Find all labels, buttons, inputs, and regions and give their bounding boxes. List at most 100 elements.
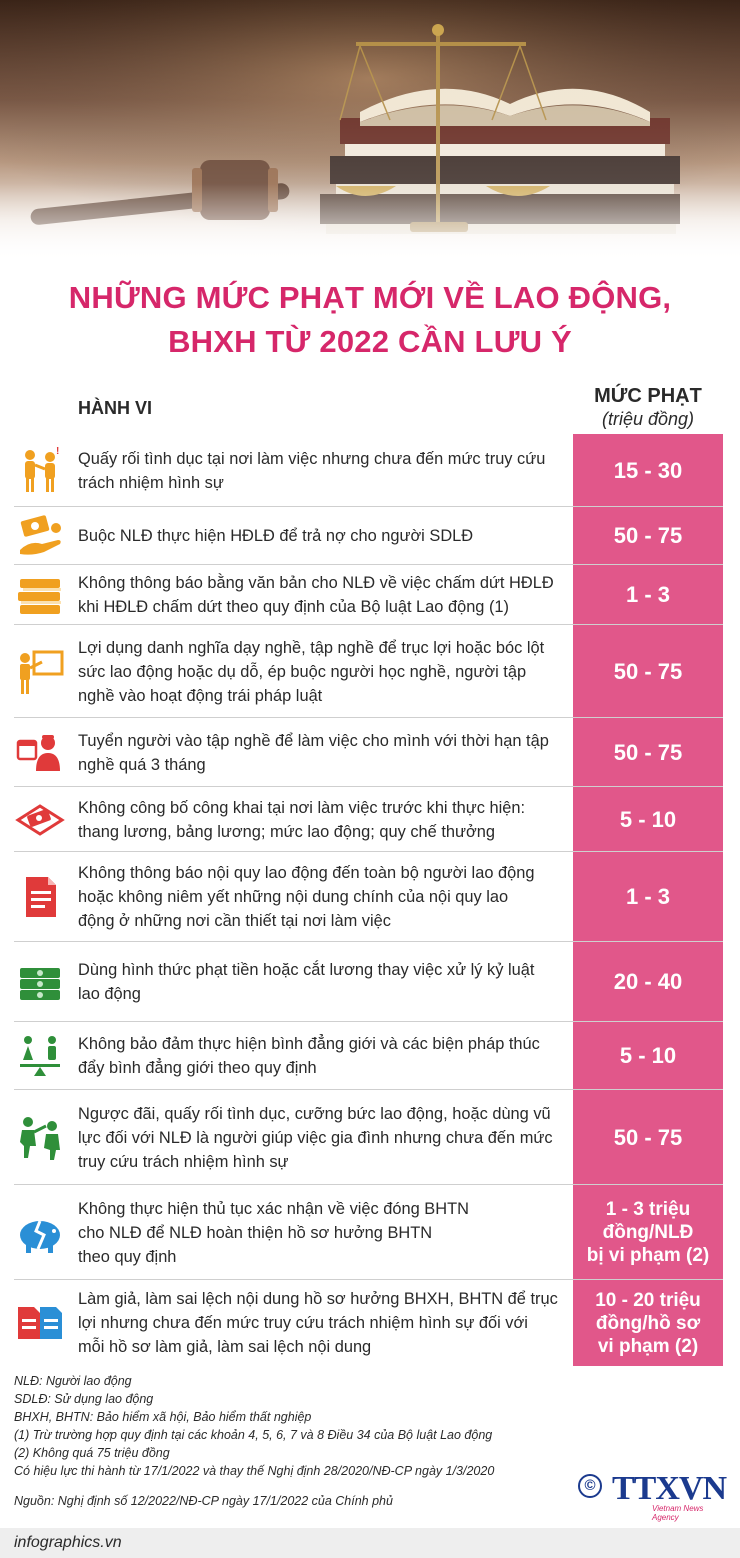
penalty-value-line: 20 - 40 bbox=[613, 969, 683, 994]
penalty-value: 5 - 10 bbox=[573, 807, 723, 833]
money-hand-icon bbox=[14, 510, 66, 562]
penalty-value-line: đồng/hồ sơ bbox=[595, 1313, 701, 1334]
penalty-value: 50 - 75 bbox=[573, 659, 723, 685]
site-link[interactable]: infographics.vn bbox=[14, 1534, 122, 1551]
logo-subtitle: Vietnam News Agency bbox=[652, 1504, 704, 1522]
copyright-icon: © bbox=[578, 1474, 602, 1498]
gender-balance-icon bbox=[14, 1030, 66, 1082]
money-envelope-icon bbox=[14, 794, 66, 846]
footnote: BHXH, BHTN: Bảo hiểm xã hội, Bảo hiểm th… bbox=[14, 1410, 312, 1424]
behavior-text-line: nghề quá 3 tháng bbox=[78, 756, 206, 774]
books-icon bbox=[14, 569, 66, 621]
calendar-worker-icon bbox=[14, 727, 66, 779]
footnote: SDLĐ: Sử dụng lao động bbox=[14, 1392, 154, 1406]
behavior-text-line: sức lao động hoặc dụ dỗ, ép buộc người h… bbox=[78, 663, 527, 681]
behavior-text-line: theo quy định bbox=[78, 1248, 177, 1266]
behavior-text-line: Không công bố công khai tại nơi làm việc… bbox=[78, 799, 526, 817]
penalty-value-line: 10 - 20 triệu bbox=[595, 1290, 701, 1311]
behavior-text-line: cho NLĐ để NLĐ hoàn thiện hồ sơ hưởng BH… bbox=[78, 1224, 433, 1242]
page-title: NHỮNG MỨC PHẠT MỚI VỀ LAO ĐỘNG, BHXH TỪ … bbox=[0, 276, 740, 364]
penalty-value-line: 5 - 10 bbox=[619, 1043, 677, 1068]
behavior-text: Không thực hiện thủ tục xác nhận về việc… bbox=[78, 1197, 562, 1269]
title-line-1: NHỮNG MỨC PHẠT MỚI VỀ LAO ĐỘNG, bbox=[68, 280, 672, 315]
row-divider bbox=[14, 624, 723, 625]
svg-text:!: ! bbox=[56, 446, 59, 457]
penalty-value-line: 15 - 30 bbox=[613, 458, 683, 483]
row-divider bbox=[14, 851, 723, 852]
penalty-value-line: 50 - 75 bbox=[613, 740, 683, 765]
behavior-text-line: Không thông báo nội quy lao động đến toà… bbox=[78, 864, 535, 882]
behavior-text-line: Dùng hình thức phạt tiền hoặc cắt lương … bbox=[78, 961, 535, 979]
table-row: Không thông báo bằng văn bản cho NLĐ về … bbox=[0, 565, 740, 625]
behavior-text-line: Tuyển người vào tập nghề để làm việc cho… bbox=[78, 732, 549, 750]
documents-icon bbox=[14, 1297, 66, 1349]
behavior-column-header: HÀNH VI bbox=[78, 398, 153, 418]
behavior-text-line: khi HĐLĐ chấm dứt theo quy định của Bộ l… bbox=[78, 598, 510, 616]
footnote: (1) Trừ trường hợp quy định tại các khoả… bbox=[14, 1428, 493, 1442]
behavior-text-line: lực đối với NLĐ là người giúp việc gia đ… bbox=[78, 1129, 553, 1147]
footnote: (2) Không quá 75 triệu đồng bbox=[14, 1446, 170, 1460]
behavior-text: Không bảo đảm thực hiện bình đẳng giới v… bbox=[78, 1032, 562, 1080]
penalty-value: 5 - 10 bbox=[573, 1043, 723, 1069]
behavior-text-line: Quấy rối tình dục tại nơi làm việc nhưng… bbox=[78, 450, 546, 468]
behavior-text-line: động ở những nơi cần thiết tại nơi làm v… bbox=[78, 912, 391, 930]
source-note: Nguồn: Nghị định số 12/2022/NĐ-CP ngày 1… bbox=[14, 1494, 393, 1508]
table-row: Làm giả, làm sai lệch nội dung hồ sơ hưở… bbox=[0, 1280, 740, 1366]
behavior-text-line: hoặc không niêm yết những nội dung chính… bbox=[78, 888, 509, 906]
penalty-value: 50 - 75 bbox=[573, 523, 723, 549]
title-line-2: BHXH TỪ 2022 CẦN LƯU Ý bbox=[168, 324, 572, 359]
penalty-value: 20 - 40 bbox=[573, 969, 723, 995]
penalty-value-line: 1 - 3 bbox=[625, 884, 671, 909]
penalty-column-background bbox=[573, 434, 723, 1366]
row-divider bbox=[14, 564, 723, 565]
behavior-text-line: nghề vào hoạt động trái pháp luật bbox=[78, 687, 323, 705]
behavior-text-line: Buộc NLĐ thực hiện HĐLĐ để trả nợ cho ng… bbox=[78, 527, 474, 545]
penalty-value-line: 5 - 10 bbox=[619, 807, 677, 832]
penalty-value-line: 1 - 3 bbox=[625, 582, 671, 607]
cash-stack-icon bbox=[14, 956, 66, 1008]
row-divider bbox=[14, 1089, 723, 1090]
penalty-value-line: 50 - 75 bbox=[613, 523, 683, 548]
table-row: Buộc NLĐ thực hiện HĐLĐ để trả nợ cho ng… bbox=[0, 507, 740, 565]
behavior-text: Không công bố công khai tại nơi làm việc… bbox=[78, 796, 562, 844]
table-row: Tuyển người vào tập nghề để làm việc cho… bbox=[0, 718, 740, 787]
logo-brand: TTXVN bbox=[612, 1470, 727, 1507]
footer-bar bbox=[0, 1528, 740, 1558]
behavior-text-line: lao động bbox=[78, 985, 141, 1003]
row-divider bbox=[14, 1279, 723, 1280]
ttxvn-logo: © TTXVN Vietnam News Agency bbox=[578, 1470, 728, 1522]
behavior-text-line: Làm giả, làm sai lệch nội dung hồ sơ hưở… bbox=[78, 1290, 558, 1308]
broken-piggy-bank-icon bbox=[14, 1207, 66, 1259]
behavior-text: Dùng hình thức phạt tiền hoặc cắt lương … bbox=[78, 958, 562, 1006]
penalty-value: 1 - 3 triệu đồng/NLĐ bị vi phạm (2) bbox=[573, 1198, 723, 1267]
behavior-text: Không thông báo bằng văn bản cho NLĐ về … bbox=[78, 571, 562, 619]
penalty-column-header: MỨC PHẠT (triệu đồng) bbox=[573, 384, 723, 430]
table-row: ! Quấy rối tình dục tại nơi làm việc nhưn… bbox=[0, 434, 740, 507]
row-divider bbox=[14, 786, 723, 787]
behavior-text: Không thông báo nội quy lao động đến toà… bbox=[78, 861, 562, 933]
behavior-text-line: truy cứu trách nhiệm hình sự bbox=[78, 1153, 289, 1171]
behavior-text: Ngược đãi, quấy rối tình dục, cưỡng bức … bbox=[78, 1102, 562, 1174]
behavior-text-line: trách nhiệm hình sự bbox=[78, 474, 224, 492]
behavior-text-line: lợi nhưng chưa đến mức truy cứu trách nh… bbox=[78, 1314, 528, 1332]
behavior-text: Tuyển người vào tập nghề để làm việc cho… bbox=[78, 729, 562, 777]
penalty-header-title: MỨC PHẠT bbox=[594, 385, 702, 407]
document-icon bbox=[14, 871, 66, 923]
penalty-value: 50 - 75 bbox=[573, 1125, 723, 1151]
hero-image bbox=[0, 0, 740, 262]
row-divider bbox=[14, 1184, 723, 1185]
behavior-text-line: thang lương, bảng lương; mức lao động; q… bbox=[78, 823, 495, 841]
behavior-text: Lợi dụng danh nghĩa dạy nghề, tập nghề đ… bbox=[78, 636, 562, 708]
table-row: Dùng hình thức phạt tiền hoặc cắt lương … bbox=[0, 942, 740, 1022]
table-row: Ngược đãi, quấy rối tình dục, cưỡng bức … bbox=[0, 1090, 740, 1185]
behavior-text-line: Không bảo đảm thực hiện bình đẳng giới v… bbox=[78, 1035, 540, 1053]
penalty-value: 10 - 20 triệu đồng/hồ sơ vi phạm (2) bbox=[573, 1289, 723, 1358]
penalty-value-line: đồng/NLĐ bbox=[602, 1222, 694, 1243]
behavior-text: Làm giả, làm sai lệch nội dung hồ sơ hưở… bbox=[78, 1287, 562, 1359]
penalty-value-line: vi phạm (2) bbox=[597, 1336, 699, 1357]
behavior-text: Quấy rối tình dục tại nơi làm việc nhưng… bbox=[78, 447, 562, 495]
penalty-value: 1 - 3 bbox=[573, 582, 723, 608]
behavior-text-line: Không thực hiện thủ tục xác nhận về việc… bbox=[78, 1200, 469, 1218]
table-row: Không bảo đảm thực hiện bình đẳng giới v… bbox=[0, 1022, 740, 1090]
penalty-header-unit: (triệu đồng) bbox=[601, 409, 695, 429]
